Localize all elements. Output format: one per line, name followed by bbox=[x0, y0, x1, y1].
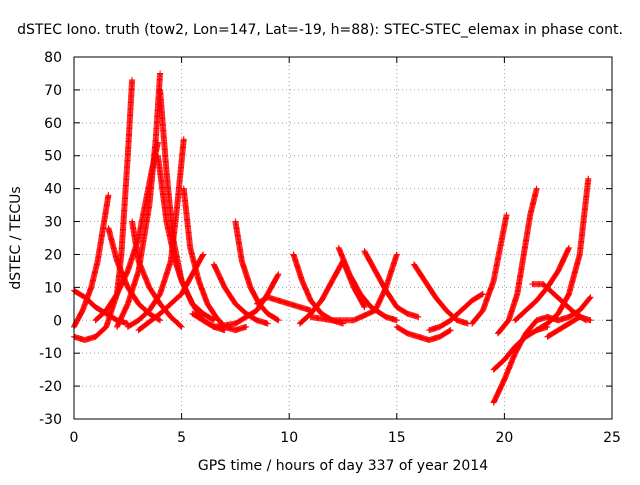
x-tick-label: 0 bbox=[70, 430, 79, 446]
data-point-marker bbox=[503, 211, 510, 218]
data-point-marker bbox=[124, 320, 131, 327]
y-tick-label: 60 bbox=[44, 116, 62, 132]
x-tick-label: 15 bbox=[388, 430, 406, 446]
series-pass-12 bbox=[210, 261, 271, 327]
data-point-marker bbox=[361, 304, 368, 311]
data-point-marker bbox=[156, 316, 163, 323]
chart-title: dSTEC Iono. truth (tow2, Lon=147, Lat=-1… bbox=[17, 22, 623, 38]
x-tick-label: 10 bbox=[280, 430, 298, 446]
y-tick-label: 30 bbox=[44, 215, 62, 231]
data-point-marker bbox=[393, 251, 400, 258]
series-pass-9 bbox=[124, 136, 187, 330]
data-point-marker bbox=[587, 294, 594, 301]
series-pass-31 bbox=[544, 313, 594, 340]
data-point-marker bbox=[478, 291, 485, 298]
series-pass-24 bbox=[469, 211, 510, 327]
data-point-marker bbox=[275, 271, 282, 278]
data-point-marker bbox=[360, 303, 367, 310]
data-point-marker bbox=[157, 70, 164, 77]
data-point-marker bbox=[209, 316, 216, 323]
data-point-marker bbox=[446, 327, 453, 334]
data-point-marker bbox=[243, 323, 250, 330]
y-tick-label: 10 bbox=[44, 280, 62, 296]
series-pass-21 bbox=[393, 323, 454, 344]
data-point-marker bbox=[274, 316, 281, 323]
data-point-marker bbox=[585, 175, 592, 182]
data-point-marker bbox=[275, 317, 282, 324]
x-axis-label: GPS time / hours of day 337 of year 2014 bbox=[198, 458, 488, 474]
series-pass-29 bbox=[529, 281, 590, 324]
data-point-marker bbox=[479, 290, 486, 297]
data-point-marker bbox=[264, 320, 271, 327]
series-pass-26 bbox=[494, 185, 540, 337]
data-point-marker bbox=[533, 185, 540, 192]
series-pass-20 bbox=[361, 248, 422, 320]
y-axis-label: dSTEC / TECUs bbox=[8, 186, 24, 289]
plot-frame bbox=[73, 56, 613, 420]
data-point-marker bbox=[180, 136, 187, 143]
data-point-marker bbox=[565, 244, 572, 251]
series-pass-11 bbox=[135, 251, 207, 334]
y-tick-label: -20 bbox=[39, 379, 62, 395]
data-point-marker bbox=[415, 313, 422, 320]
series-pass-32 bbox=[555, 294, 594, 324]
y-tick-label: -10 bbox=[39, 346, 62, 362]
y-tick-label: 70 bbox=[44, 83, 62, 99]
data-point-marker bbox=[393, 317, 400, 324]
data-point-marker bbox=[447, 327, 454, 334]
series-pass-15 bbox=[253, 294, 314, 314]
series-pass-19 bbox=[307, 251, 400, 324]
y-tick-label: 40 bbox=[44, 182, 62, 198]
y-tick-label: 20 bbox=[44, 247, 62, 263]
data-point-marker bbox=[587, 317, 594, 324]
data-point-marker bbox=[274, 272, 281, 279]
data-point-marker bbox=[199, 252, 206, 259]
data-point-marker bbox=[200, 251, 207, 258]
data-series bbox=[71, 70, 594, 406]
data-point-marker bbox=[586, 295, 593, 302]
data-point-marker bbox=[105, 192, 112, 199]
y-tick-label: 0 bbox=[53, 313, 62, 329]
x-tick-label: 25 bbox=[603, 430, 621, 446]
series-pass-30 bbox=[533, 175, 592, 334]
x-tick-label: 20 bbox=[495, 430, 513, 446]
data-point-marker bbox=[129, 77, 136, 84]
series-pass-1 bbox=[71, 192, 112, 330]
series-pass-23 bbox=[426, 290, 486, 334]
y-tick-label: -30 bbox=[39, 412, 62, 428]
series-pass-22 bbox=[411, 261, 471, 327]
x-tick-label: 5 bbox=[177, 430, 186, 446]
y-tick-label: 50 bbox=[44, 149, 62, 165]
series-pass-10 bbox=[180, 185, 250, 334]
data-point-marker bbox=[178, 323, 185, 330]
data-point-marker bbox=[157, 317, 164, 324]
series-pass-33 bbox=[71, 287, 131, 327]
series-pass-28 bbox=[512, 244, 572, 324]
data-point-marker bbox=[177, 323, 184, 330]
y-tick-label: 80 bbox=[44, 50, 62, 66]
axis-ticks: 0 5 10 15 20 25 -30 -20 -10 0 10 20 30 40 50 60 70 80 bbox=[39, 50, 621, 446]
series-pass-8 bbox=[157, 86, 228, 334]
